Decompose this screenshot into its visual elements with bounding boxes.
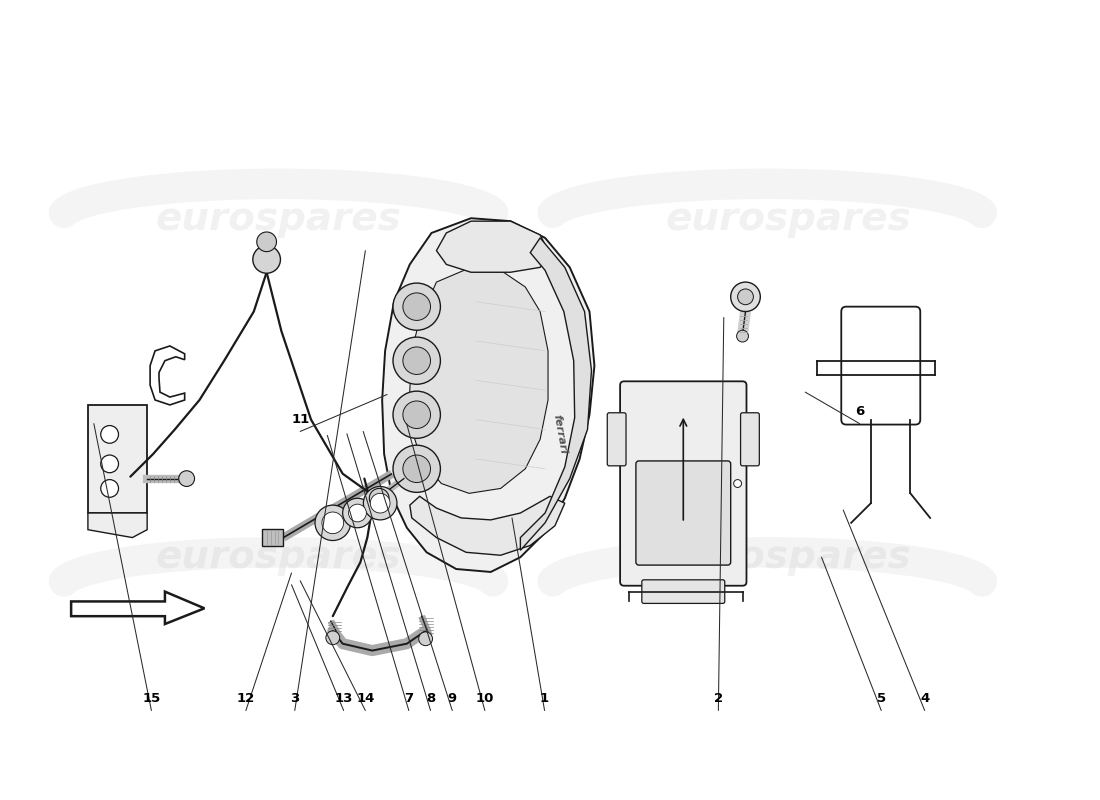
Text: 7: 7 xyxy=(404,692,414,705)
Circle shape xyxy=(253,246,280,274)
Text: 1: 1 xyxy=(540,692,549,705)
Text: eurospares: eurospares xyxy=(667,538,912,576)
Circle shape xyxy=(343,498,372,528)
Text: 5: 5 xyxy=(877,692,886,705)
Circle shape xyxy=(393,283,440,330)
Text: eurospares: eurospares xyxy=(667,200,912,238)
Text: 11: 11 xyxy=(292,413,309,426)
Text: eurospares: eurospares xyxy=(155,200,402,238)
Circle shape xyxy=(393,337,440,384)
Circle shape xyxy=(315,505,351,541)
Circle shape xyxy=(371,494,390,513)
Text: 15: 15 xyxy=(142,692,161,705)
Text: 9: 9 xyxy=(448,692,456,705)
Polygon shape xyxy=(410,267,548,494)
Circle shape xyxy=(403,293,430,321)
Circle shape xyxy=(101,479,119,498)
Circle shape xyxy=(178,470,195,486)
Text: 14: 14 xyxy=(356,692,374,705)
Circle shape xyxy=(322,512,343,534)
Text: 2: 2 xyxy=(714,692,723,705)
Polygon shape xyxy=(72,592,205,624)
Circle shape xyxy=(403,401,430,429)
Circle shape xyxy=(256,232,276,252)
Polygon shape xyxy=(382,218,594,572)
Circle shape xyxy=(403,455,430,482)
Polygon shape xyxy=(88,513,147,538)
Polygon shape xyxy=(88,405,147,513)
Polygon shape xyxy=(437,221,550,272)
FancyBboxPatch shape xyxy=(641,580,725,603)
Circle shape xyxy=(393,391,440,438)
Text: 6: 6 xyxy=(855,405,865,418)
Text: ferrari: ferrari xyxy=(551,414,569,455)
Circle shape xyxy=(737,330,748,342)
Circle shape xyxy=(403,347,430,374)
Circle shape xyxy=(370,489,389,508)
Circle shape xyxy=(730,282,760,311)
Text: 8: 8 xyxy=(426,692,436,705)
Text: 3: 3 xyxy=(290,692,299,705)
Text: 12: 12 xyxy=(236,692,255,705)
Text: 10: 10 xyxy=(475,692,494,705)
Circle shape xyxy=(419,632,432,646)
Circle shape xyxy=(393,446,440,492)
Circle shape xyxy=(363,486,397,520)
Circle shape xyxy=(101,426,119,443)
Circle shape xyxy=(101,455,119,473)
Circle shape xyxy=(738,289,754,305)
FancyBboxPatch shape xyxy=(607,413,626,466)
Text: 13: 13 xyxy=(334,692,353,705)
Text: 4: 4 xyxy=(920,692,929,705)
Text: eurospares: eurospares xyxy=(155,538,402,576)
Circle shape xyxy=(734,479,741,487)
FancyBboxPatch shape xyxy=(740,413,759,466)
Circle shape xyxy=(349,504,366,522)
Circle shape xyxy=(326,631,340,645)
Polygon shape xyxy=(262,529,284,546)
Polygon shape xyxy=(410,496,564,555)
FancyBboxPatch shape xyxy=(620,382,747,586)
FancyBboxPatch shape xyxy=(636,461,730,565)
Polygon shape xyxy=(520,238,592,550)
